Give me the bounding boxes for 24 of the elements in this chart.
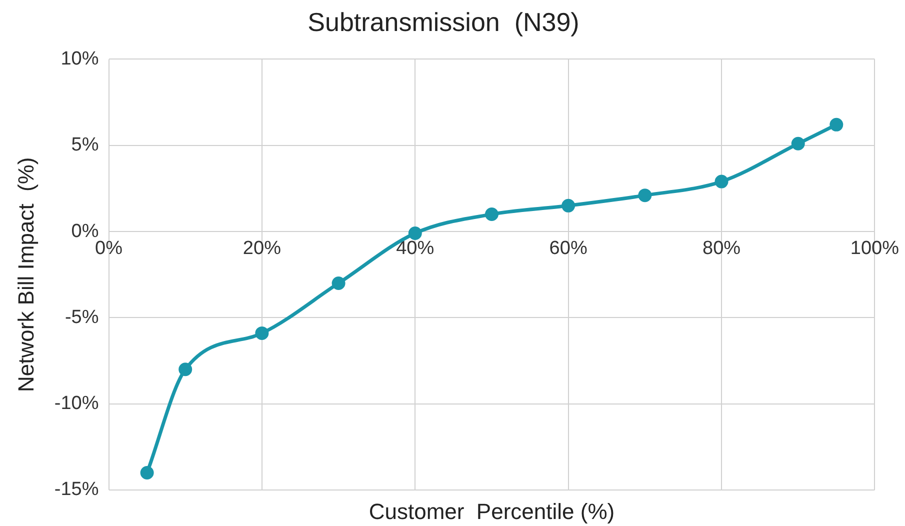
point — [178, 362, 192, 376]
point — [638, 188, 652, 202]
x-tick-label: 40% — [396, 238, 434, 260]
point — [332, 276, 346, 290]
y-tick-label: 5% — [71, 134, 99, 156]
point — [484, 208, 498, 222]
point — [714, 174, 728, 188]
point — [791, 136, 805, 150]
point — [562, 198, 576, 212]
point — [830, 118, 844, 132]
x-axis-title: Customer Percentile (%) — [368, 499, 615, 524]
y-tick-label: -15% — [54, 479, 99, 500]
x-tick-label: 100% — [850, 238, 900, 260]
point — [408, 226, 422, 240]
y-tick-label: -5% — [64, 306, 99, 328]
y-axis-title: Network Bill Impact (%) — [13, 157, 38, 392]
x-tick-label: 80% — [702, 238, 741, 260]
x-tick-label: 60% — [549, 238, 588, 260]
y-tick-label: -10% — [54, 393, 99, 414]
point — [140, 466, 154, 480]
y-tick-label: 10% — [60, 48, 99, 70]
x-tick-label: 20% — [242, 238, 282, 260]
chart-title: Subtransmission (N39) — [308, 6, 580, 37]
point — [255, 326, 269, 340]
